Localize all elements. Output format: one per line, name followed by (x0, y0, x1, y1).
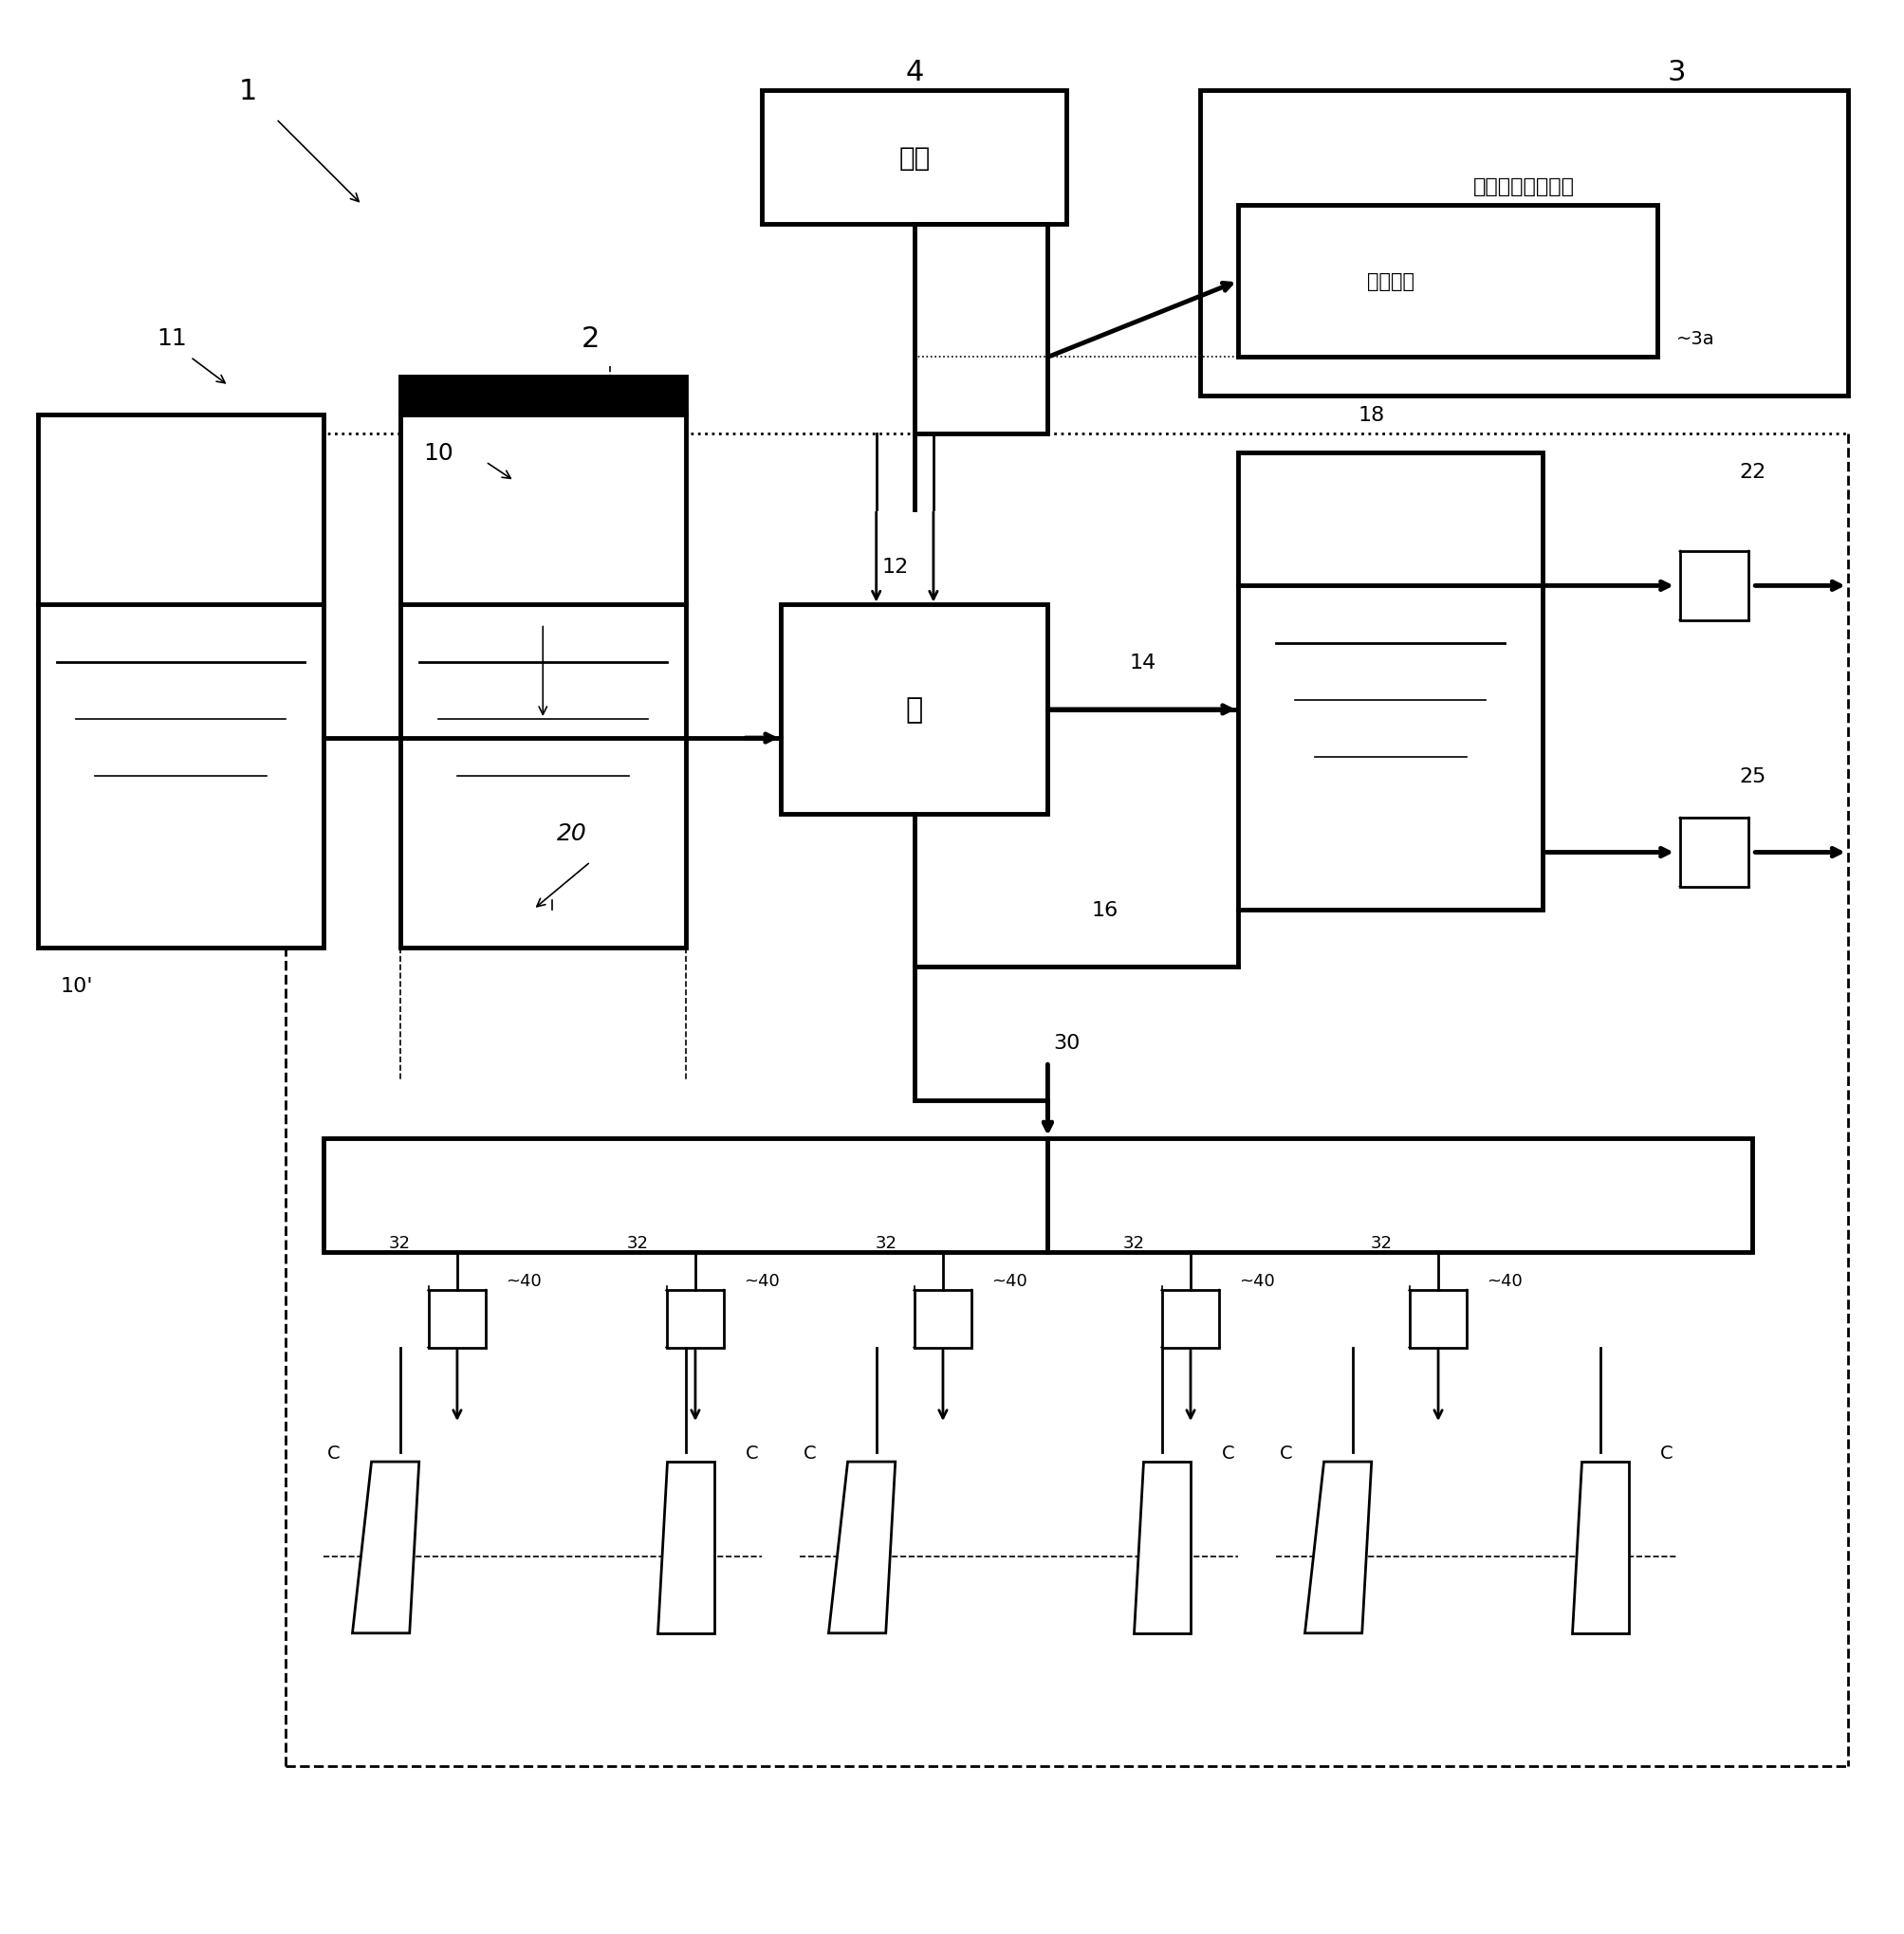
Polygon shape (657, 1462, 714, 1634)
Text: 电池: 电池 (899, 145, 929, 172)
Bar (666, 1290, 724, 1348)
Bar (914, 1290, 971, 1348)
Polygon shape (1571, 1462, 1628, 1634)
Text: 20: 20 (556, 822, 586, 845)
Text: ~40: ~40 (744, 1273, 779, 1290)
Text: ~40: ~40 (1487, 1273, 1521, 1290)
Bar (400, 377, 685, 416)
Bar (1679, 551, 1748, 621)
Bar (1161, 1290, 1219, 1348)
Text: C: C (1279, 1443, 1291, 1462)
Text: C: C (327, 1443, 339, 1462)
Text: ~40: ~40 (506, 1273, 541, 1290)
Polygon shape (1304, 1462, 1371, 1634)
Text: 32: 32 (1121, 1234, 1144, 1251)
Text: C: C (1660, 1443, 1672, 1462)
Text: ~3a: ~3a (1676, 331, 1714, 348)
Bar (1238, 453, 1542, 909)
Text: 泵: 泵 (904, 696, 923, 723)
Text: 22: 22 (1738, 462, 1765, 482)
Text: 16: 16 (1091, 901, 1118, 919)
Text: C: C (746, 1443, 758, 1462)
Text: ~40: ~40 (1240, 1273, 1274, 1290)
Polygon shape (1133, 1462, 1190, 1634)
Text: 12: 12 (882, 557, 908, 576)
Bar (781, 605, 1047, 814)
Bar (38, 416, 324, 948)
Text: 11: 11 (156, 327, 187, 350)
Polygon shape (828, 1462, 895, 1634)
Text: 32: 32 (626, 1234, 649, 1251)
Text: C: C (803, 1443, 815, 1462)
Text: 14: 14 (1129, 654, 1156, 671)
Bar (1238, 205, 1656, 358)
Text: 10': 10' (59, 977, 93, 996)
Text: 2: 2 (581, 325, 600, 352)
Text: 30: 30 (1053, 1033, 1080, 1052)
Polygon shape (352, 1462, 419, 1634)
Text: 3: 3 (1666, 58, 1685, 85)
Text: ~40: ~40 (992, 1273, 1026, 1290)
Bar (324, 1139, 1752, 1253)
Text: 10: 10 (423, 441, 453, 464)
Bar (400, 416, 685, 948)
Bar (1200, 91, 1847, 396)
Text: 32: 32 (1369, 1234, 1392, 1251)
Bar (1679, 818, 1748, 888)
Text: 32: 32 (388, 1234, 411, 1251)
Text: 控制单元: 控制单元 (1367, 273, 1413, 292)
Bar (428, 1290, 486, 1348)
Text: 25: 25 (1738, 768, 1765, 785)
Text: 32: 32 (874, 1234, 897, 1251)
Text: 18: 18 (1358, 406, 1384, 424)
Text: 4: 4 (904, 58, 923, 85)
Text: C: C (1222, 1443, 1234, 1462)
Bar (762, 91, 1066, 224)
Text: 1: 1 (238, 77, 257, 104)
Bar (1409, 1290, 1466, 1348)
Text: 播洒操作控制装置: 播洒操作控制装置 (1472, 178, 1575, 195)
